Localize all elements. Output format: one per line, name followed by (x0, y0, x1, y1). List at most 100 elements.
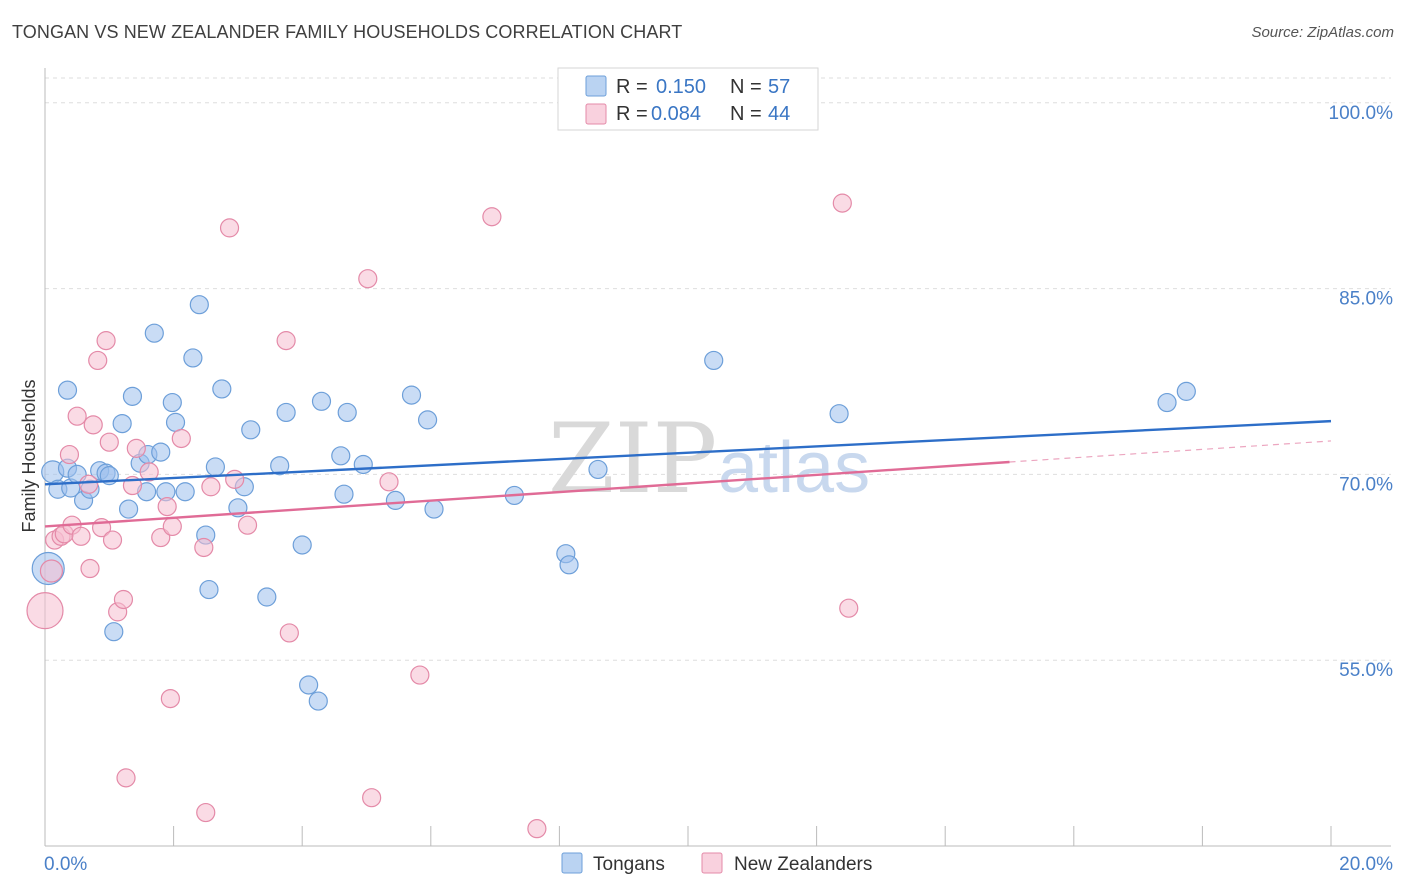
point-new-zealanders-1 (39, 559, 64, 583)
point-tongans-26 (189, 295, 209, 315)
bottom-legend-label-tongans: Tongans (593, 854, 665, 875)
chart-title: TONGAN VS NEW ZEALANDER FAMILY HOUSEHOLD… (12, 22, 683, 42)
bottom-legend-swatch-new-zealanders (701, 852, 723, 874)
point-new-zealanders-24 (157, 496, 177, 517)
bottom-legend: Tongans New Zealanders (561, 852, 872, 875)
point-new-zealanders-39 (410, 665, 430, 685)
y-tick-labels: 55.0% 70.0% 85.0% 100.0% (1329, 103, 1394, 681)
point-new-zealanders-5 (59, 444, 80, 465)
legend-r-label-tongans: R = (616, 76, 648, 98)
trend-line-tongans (44, 419, 1332, 486)
point-new-zealanders-22 (139, 462, 159, 482)
point-tongans-34 (257, 587, 277, 607)
point-new-zealanders-27 (171, 428, 191, 449)
point-tongans-36 (276, 402, 296, 423)
point-new-zealanders-19 (116, 768, 136, 788)
point-new-zealanders-7 (67, 406, 87, 426)
point-tongans-53 (704, 350, 724, 371)
point-new-zealanders-8 (71, 526, 91, 546)
y-tick-label-1: 70.0% (1339, 474, 1393, 495)
point-new-zealanders-33 (237, 515, 258, 535)
point-tongans-52 (588, 459, 608, 480)
point-new-zealanders-23 (151, 527, 171, 548)
point-new-zealanders-18 (113, 589, 134, 610)
bottom-legend-swatch-tongans (561, 852, 583, 874)
point-new-zealanders-9 (79, 474, 99, 494)
point-tongans-55 (1157, 392, 1177, 413)
point-new-zealanders-14 (96, 331, 116, 351)
point-tongans-51 (559, 555, 579, 575)
point-tongans-25 (183, 348, 203, 368)
trend-line-dashed-new-zealanders (1009, 440, 1332, 463)
legend-n-value-tongans: 57 (768, 76, 790, 98)
point-tongans-12 (104, 622, 124, 642)
point-tongans-38 (299, 675, 319, 695)
point-tongans-28 (199, 579, 219, 600)
point-tongans-42 (334, 484, 354, 504)
x-tick-label-1: 20.0% (1339, 854, 1393, 875)
y-tick-label-3: 100.0% (1329, 103, 1394, 124)
point-new-zealanders-11 (83, 415, 103, 435)
point-new-zealanders-42 (832, 193, 852, 213)
point-tongans-33 (241, 420, 261, 440)
point-new-zealanders-38 (379, 472, 399, 492)
legend-swatch-tongans (585, 75, 607, 97)
y-axis-title: Family Households (19, 379, 39, 532)
point-new-zealanders-37 (362, 788, 382, 808)
point-new-zealanders-25 (160, 688, 180, 709)
point-tongans-44 (353, 454, 373, 475)
point-tongans-39 (308, 691, 328, 711)
point-new-zealanders-12 (88, 350, 108, 371)
point-tongans-46 (401, 385, 422, 405)
point-new-zealanders-30 (201, 477, 221, 497)
data-points (26, 193, 1196, 839)
source-label: Source: ZipAtlas.com (1251, 24, 1394, 41)
point-new-zealanders-40 (482, 207, 502, 227)
y-tick-label-2: 85.0% (1339, 289, 1393, 310)
point-new-zealanders-0 (26, 592, 64, 630)
point-new-zealanders-26 (162, 516, 182, 537)
point-tongans-19 (144, 323, 164, 343)
point-new-zealanders-28 (194, 537, 214, 558)
point-tongans-41 (331, 446, 351, 466)
point-tongans-24 (175, 482, 195, 502)
point-tongans-45 (385, 490, 406, 510)
point-tongans-43 (337, 402, 357, 423)
y-tick-label-0: 55.0% (1339, 660, 1393, 681)
point-tongans-29 (205, 457, 225, 477)
legend-r-label-new-zealanders: R = (616, 103, 648, 125)
point-tongans-14 (118, 499, 139, 519)
legend-swatch-new-zealanders (585, 103, 607, 125)
point-new-zealanders-31 (219, 218, 240, 238)
point-tongans-13 (112, 414, 132, 434)
legend-n-label-new-zealanders: N = (730, 103, 762, 125)
point-new-zealanders-35 (279, 623, 299, 643)
point-tongans-22 (162, 392, 182, 413)
point-tongans-48 (424, 499, 444, 519)
point-new-zealanders-36 (358, 269, 378, 289)
point-new-zealanders-21 (126, 438, 146, 458)
point-new-zealanders-10 (80, 558, 100, 579)
grid-lines (45, 77, 1391, 661)
x-tick-labels: 0.0% 20.0% (44, 854, 1393, 875)
axes (44, 68, 1391, 847)
point-tongans-54 (829, 404, 849, 424)
point-tongans-23 (165, 412, 186, 432)
point-tongans-47 (417, 410, 438, 430)
x-tick-label-0: 0.0% (44, 854, 87, 875)
point-tongans-15 (122, 386, 143, 406)
legend-n-label-tongans: N = (730, 76, 762, 98)
point-tongans-40 (311, 391, 332, 411)
point-new-zealanders-32 (225, 469, 245, 489)
bottom-legend-label-new-zealanders: New Zealanders (734, 854, 872, 875)
trend-line-new-zealanders (44, 460, 1010, 528)
legend-n-value-new-zealanders: 44 (768, 103, 790, 125)
point-new-zealanders-29 (196, 802, 216, 823)
trend-lines (44, 419, 1332, 528)
point-new-zealanders-15 (99, 432, 119, 452)
watermark-atlas: atlas (718, 428, 870, 508)
point-tongans-8 (57, 380, 78, 400)
point-tongans-35 (270, 456, 290, 476)
point-new-zealanders-43 (839, 598, 859, 618)
legend: R = 0.150 N = 57 R = 0.084 N = 44 (557, 67, 819, 131)
